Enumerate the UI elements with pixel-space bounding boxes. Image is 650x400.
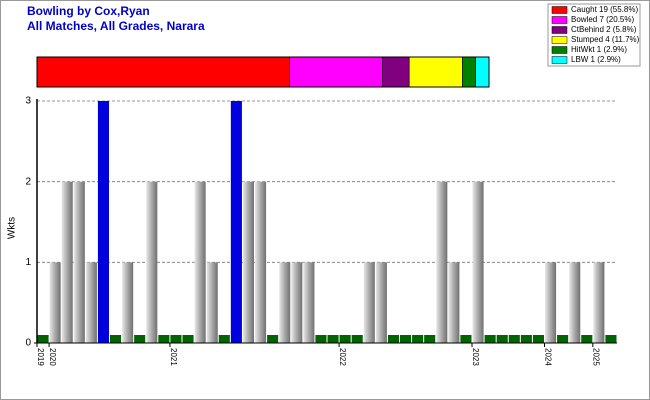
breakdown-segment	[475, 56, 490, 88]
x-tick-label: 2019	[36, 348, 45, 366]
bar	[605, 335, 617, 343]
bar	[327, 335, 339, 343]
bar	[158, 335, 170, 343]
bar	[545, 262, 557, 343]
legend-swatch	[551, 46, 568, 54]
x-tick-label: 2021	[169, 348, 178, 366]
bar	[303, 262, 315, 343]
bar	[363, 262, 375, 343]
y-axis-label: Wkts	[7, 217, 18, 239]
chart-subtitle: All Matches, All Grades, Narara	[27, 19, 205, 33]
bar	[400, 335, 412, 343]
chart-title: Bowling by Cox,Ryan	[27, 4, 150, 18]
bar	[291, 262, 303, 343]
bar	[206, 262, 218, 343]
bar	[496, 335, 508, 343]
breakdown-segment	[36, 56, 290, 88]
x-tick-label: 2020	[48, 348, 57, 366]
bar	[424, 335, 436, 343]
bar	[569, 262, 581, 343]
breakdown-segment	[382, 56, 410, 88]
breakdown-segment	[462, 56, 477, 88]
bar	[122, 262, 134, 343]
legend-label: Caught 19 (55.8%)	[571, 5, 638, 14]
bar	[593, 262, 605, 343]
bar	[557, 335, 569, 343]
bar	[61, 181, 73, 343]
bar	[387, 335, 399, 343]
bar	[448, 262, 460, 343]
legend-swatch	[551, 16, 568, 24]
legend-label: CtBehind 2 (5.8%)	[571, 25, 637, 34]
bar	[339, 335, 351, 343]
bar	[170, 335, 182, 343]
bar	[230, 101, 242, 343]
bar	[484, 335, 496, 343]
bar	[460, 335, 472, 343]
bar	[267, 335, 279, 343]
y-tick-label: 0	[25, 338, 31, 349]
bar	[134, 335, 146, 343]
bar	[532, 335, 544, 343]
legend-swatch	[551, 36, 568, 44]
legend-label: LBW 1 (2.9%)	[571, 55, 621, 64]
bar	[375, 262, 387, 343]
bar	[110, 335, 122, 343]
x-tick-label: 2023	[471, 348, 480, 366]
bar	[85, 262, 97, 343]
x-tick-label: 2025	[592, 348, 601, 366]
bar	[351, 335, 363, 343]
bar	[581, 335, 593, 343]
bar	[218, 335, 230, 343]
x-tick-label: 2024	[543, 348, 552, 366]
bar	[436, 181, 448, 343]
legend-swatch	[551, 6, 568, 14]
legend-box	[547, 3, 641, 67]
bar	[472, 181, 484, 343]
breakdown-segment	[408, 56, 463, 88]
y-tick-label: 2	[25, 176, 31, 187]
bar	[242, 181, 254, 343]
bar	[520, 335, 532, 343]
breakdown-segment	[289, 56, 383, 88]
bar	[182, 335, 194, 343]
x-tick-label: 2022	[338, 348, 347, 366]
legend-swatch	[551, 56, 568, 64]
y-tick-label: 1	[25, 257, 31, 268]
legend-swatch	[551, 26, 568, 34]
y-tick-label: 3	[25, 96, 31, 107]
bar	[508, 335, 520, 343]
bar	[146, 181, 158, 343]
legend-label: Bowled 7 (20.5%)	[571, 15, 634, 24]
bar	[255, 181, 267, 343]
legend-label: Stumped 4 (11.7%)	[571, 35, 640, 44]
bar	[279, 262, 291, 343]
bar	[49, 262, 61, 343]
bar	[315, 335, 327, 343]
legend-label: HitWkt 1 (2.9%)	[571, 45, 627, 54]
bar	[37, 335, 49, 343]
bar	[73, 181, 85, 343]
bar	[97, 101, 109, 343]
breakdown-frame	[36, 56, 490, 88]
bar	[412, 335, 424, 343]
bar	[194, 181, 206, 343]
